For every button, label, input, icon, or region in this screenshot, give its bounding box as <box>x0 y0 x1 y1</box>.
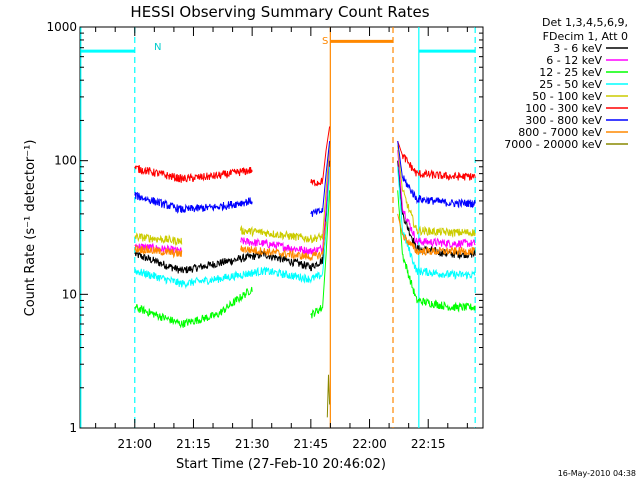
legend-label-100-300-kev: 100 - 300 keV <box>525 102 602 115</box>
series-line-3-6-kev <box>134 160 331 274</box>
flag-label-s: S <box>322 36 328 47</box>
plot-area: 1 10 100 1000 21:00 21:15 21:30 21:45 22:00 22:1… <box>46 20 484 451</box>
series-line-6-12-kev <box>239 150 331 255</box>
legend-label-3-6-kev: 3 - 6 keV <box>553 42 602 55</box>
series-line-7000-20000-kev <box>326 374 331 418</box>
flag-label-n: N <box>154 42 161 53</box>
y-tick-label: 100 <box>54 154 77 168</box>
legend-label-50-100-kev: 50 - 100 keV <box>532 90 602 103</box>
x-tick-label: 22:00 <box>352 437 387 451</box>
series-line-800-7000-kev <box>397 213 476 257</box>
series-line-50-100-kev <box>239 145 331 244</box>
y-tick-label: 10 <box>62 287 77 301</box>
series-line-100-300-kev <box>397 140 476 181</box>
footer-timestamp: 16-May-2010 04:38 <box>558 469 636 478</box>
series-line-25-50-kev <box>397 166 476 280</box>
x-axis-label: Start Time (27-Feb-10 20:46:02) <box>176 457 386 472</box>
x-tick-label: 21:45 <box>294 437 329 451</box>
x-tick-label: 21:00 <box>117 437 152 451</box>
series-line-50-100-kev <box>134 232 183 247</box>
series-line-300-800-kev <box>397 141 476 209</box>
series-line-100-300-kev <box>310 126 331 187</box>
plot-frame <box>79 26 484 429</box>
x-tick-label: 21:15 <box>176 437 211 451</box>
series-line-12-25-kev <box>134 286 253 329</box>
legend-label-25-50-kev: 25 - 50 keV <box>539 78 602 91</box>
legend-label-12-25-kev: 12 - 25 keV <box>539 66 602 79</box>
series-line-800-7000-kev <box>134 245 183 259</box>
series-line-25-50-kev <box>134 166 331 290</box>
series-line-6-12-kev <box>397 150 476 249</box>
series-line-12-25-kev <box>397 190 476 313</box>
legend-label-7000-20000-kev: 7000 - 20000 keV <box>504 138 602 151</box>
legend-header-line-1: Det 1,3,4,5,6,9, <box>542 16 628 29</box>
y-tick-label: 1000 <box>46 20 77 34</box>
legend-label-6-12-kev: 6 - 12 keV <box>546 54 602 67</box>
y-axis-label: Count Rate (s⁻¹ detector⁻¹) <box>23 140 38 317</box>
series-line-300-800-kev <box>310 141 331 217</box>
x-tick-label: 22:15 <box>411 437 446 451</box>
series-line-100-300-kev <box>134 165 253 183</box>
series-line-300-800-kev <box>134 191 253 214</box>
series-line-12-25-kev <box>310 190 331 319</box>
series-line-800-7000-kev <box>239 221 327 261</box>
chart-title: HESSI Observing Summary Count Rates <box>130 3 429 21</box>
legend-label-800-7000-kev: 800 - 7000 keV <box>518 126 602 139</box>
legend: Det 1,3,4,5,6,9, FDecim 1, Att 0 3 - 6 k… <box>504 16 628 151</box>
x-tick-label: 21:30 <box>235 437 270 451</box>
legend-header-line-2: FDecim 1, Att 0 <box>543 30 628 43</box>
series-line-50-100-kev <box>397 145 476 238</box>
y-tick-label: 1 <box>69 421 77 435</box>
legend-label-300-800-kev: 300 - 800 keV <box>525 114 602 127</box>
